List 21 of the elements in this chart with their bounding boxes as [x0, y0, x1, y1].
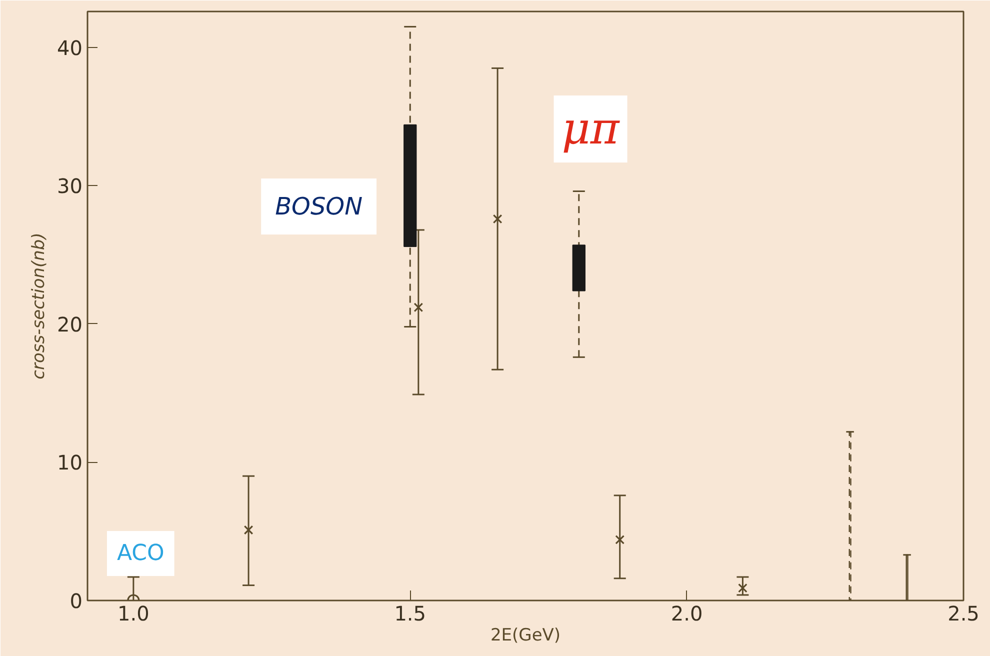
bar: [404, 124, 417, 248]
y-axis-title: cross-section(nb): [29, 232, 50, 380]
bar: [572, 244, 586, 292]
point: [414, 302, 424, 312]
annotation: BOSON: [275, 192, 363, 220]
x-tick-label: 2.5: [948, 602, 980, 626]
x-axis-title: 2E(GeV): [490, 626, 561, 646]
x-tick-label: 1.0: [118, 602, 150, 626]
y-tick-label: 20: [57, 312, 83, 336]
point: [244, 525, 254, 535]
point: [738, 583, 748, 593]
annotation: ACO: [116, 540, 164, 566]
point: [615, 534, 625, 544]
y-tick-label: 10: [57, 450, 83, 475]
y-tick-label: 0: [70, 589, 83, 613]
x-tick-label: 2.0: [670, 602, 703, 626]
annotation: μπ: [562, 104, 620, 155]
y-tick-label: 30: [57, 174, 83, 198]
point: [492, 214, 502, 224]
y-tick-label: 40: [57, 36, 83, 60]
x-tick-label: 1.5: [394, 602, 426, 626]
